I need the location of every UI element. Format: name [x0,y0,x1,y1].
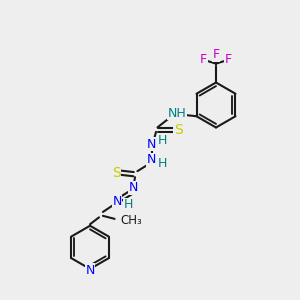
Text: H: H [158,134,167,147]
Text: S: S [112,166,121,180]
Text: F: F [212,48,220,61]
Text: N: N [129,181,138,194]
Text: N: N [85,264,95,277]
Text: N: N [147,138,156,151]
Text: N: N [112,195,122,208]
Text: N: N [147,153,156,166]
Text: S: S [174,123,183,137]
Text: H: H [124,198,133,211]
Text: H: H [157,157,167,170]
Text: F: F [225,53,232,66]
Text: F: F [200,53,207,66]
Text: NH: NH [168,107,186,120]
Text: CH₃: CH₃ [120,214,142,227]
